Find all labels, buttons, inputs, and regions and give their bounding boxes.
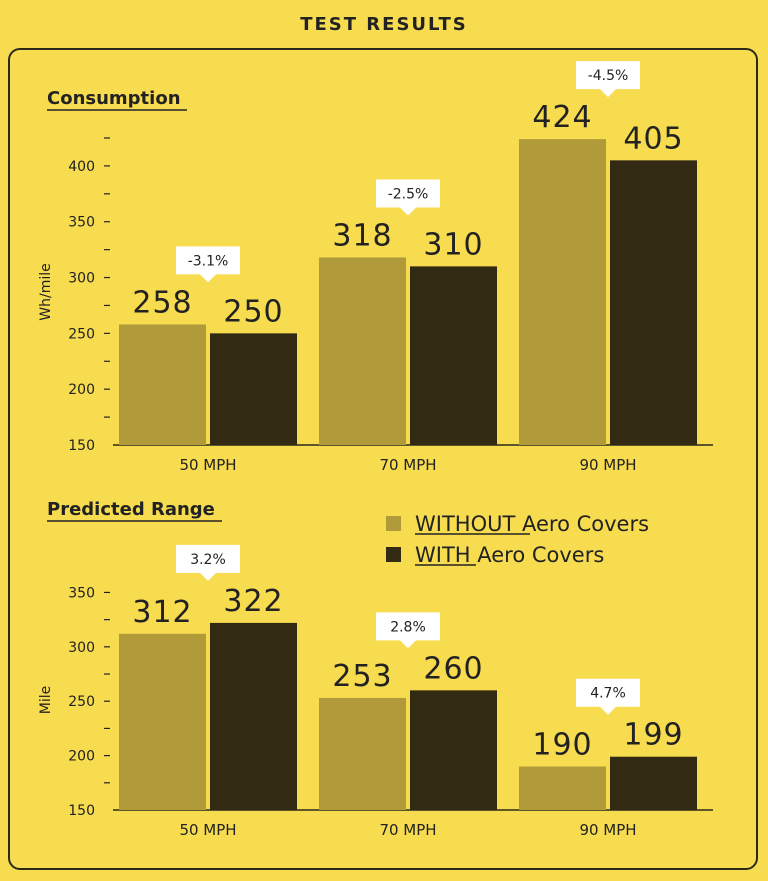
chart-title: Predicted Range: [47, 499, 215, 520]
legend-swatch-without: [386, 516, 401, 531]
bar-value-label: 310: [423, 227, 483, 262]
change-callout: [376, 179, 440, 216]
bar-value-label: 199: [623, 718, 683, 753]
range-chart: Predicted Range Mile 150 200 250 300 350 312 3…: [38, 499, 713, 839]
y-tick-label: 400: [68, 159, 95, 175]
bar-with: [410, 690, 497, 810]
bar-without: [319, 257, 406, 445]
legend-without-rest: Aero Covers: [515, 512, 649, 536]
bar-value-label: 405: [623, 121, 683, 156]
bar-without: [119, 633, 206, 810]
bar-value-label: 253: [332, 659, 392, 694]
consumption-chart: Consumption Wh/mile 150 200 250 300 350 400 25…: [38, 61, 713, 474]
category-label: 70 MPH: [379, 821, 436, 839]
legend-without-emphasis: WITHOUT: [415, 512, 515, 536]
category-label: 50 MPH: [179, 456, 236, 474]
legend-label-without: WITHOUT Aero Covers: [415, 512, 649, 536]
bar-value-label: 190: [532, 727, 592, 762]
y-tick-label: 350: [68, 215, 95, 231]
change-label: 4.7%: [590, 686, 626, 702]
bar-value-label: 424: [532, 100, 592, 135]
bar-with: [210, 622, 297, 810]
category-label: 50 MPH: [179, 821, 236, 839]
y-axis-label: Wh/mile: [38, 263, 54, 320]
y-tick-label: 300: [68, 271, 95, 287]
y-tick-label: 150: [68, 438, 95, 454]
bar-with: [610, 160, 697, 445]
bar-value-label: 258: [132, 285, 192, 320]
bar-value-label: 250: [223, 294, 283, 329]
results-panel: [8, 48, 758, 870]
bar-value-label: 260: [423, 651, 483, 686]
bar-without: [519, 766, 606, 810]
category-label: 70 MPH: [379, 456, 436, 474]
y-axis-label: Mile: [38, 686, 54, 714]
legend-with-emphasis: WITH: [415, 543, 471, 567]
legend-label-with: WITH Aero Covers: [415, 543, 604, 567]
change-label: -3.1%: [188, 253, 229, 269]
bar-with: [410, 266, 497, 445]
y-tick-label: 200: [68, 382, 95, 398]
page-title: TEST RESULTS: [300, 14, 468, 35]
bar-without: [319, 697, 406, 810]
bar-without: [519, 139, 606, 445]
change-label: 2.8%: [390, 619, 426, 635]
category-label: 90 MPH: [579, 456, 636, 474]
change-label: 3.2%: [190, 552, 226, 568]
bar-value-label: 322: [223, 584, 283, 619]
change-callout: [376, 612, 440, 649]
change-label: -2.5%: [388, 186, 429, 202]
legend-with-rest: Aero Covers: [471, 543, 605, 567]
change-label: -4.5%: [588, 68, 629, 84]
change-callout: [576, 61, 640, 98]
change-callout: [176, 544, 240, 581]
legend-swatch-with: [386, 547, 401, 562]
y-tick-label: 250: [68, 694, 95, 710]
bar-value-label: 312: [132, 595, 192, 630]
legend: WITHOUT Aero Covers WITH Aero Covers: [386, 512, 649, 567]
y-tick-label: 300: [68, 640, 95, 656]
change-callout: [176, 246, 240, 283]
bar-with: [210, 333, 297, 445]
y-tick-label: 250: [68, 326, 95, 342]
y-tick-label: 350: [68, 585, 95, 601]
category-label: 90 MPH: [579, 821, 636, 839]
bar-with: [610, 756, 697, 810]
y-tick-label: 150: [68, 803, 95, 819]
chart-title: Consumption: [47, 88, 181, 109]
bar-value-label: 318: [332, 218, 392, 253]
bar-without: [119, 324, 206, 445]
y-tick-label: 200: [68, 749, 95, 765]
change-callout: [576, 678, 640, 715]
